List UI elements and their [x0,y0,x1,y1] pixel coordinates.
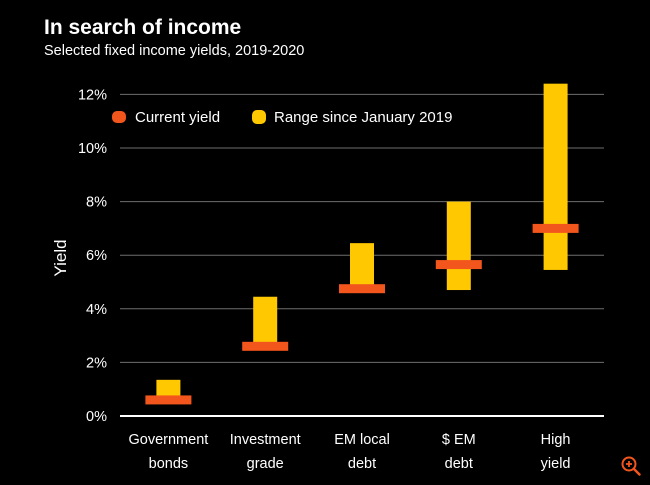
x-category-label: Investment [230,432,301,448]
y-axis-label: Yield [51,239,70,276]
x-category-label: EM local [334,432,390,448]
x-category-label: Government [129,432,209,448]
x-category-label: debt [445,456,473,472]
gridlines [120,93,604,363]
x-category-label: $ EM [442,432,476,448]
y-tick-labels: 0% 2% 4% 6% 8% 10% 12% [78,87,107,425]
legend-label-current: Current yield [135,109,220,126]
range-bar [253,296,278,351]
y-tick-label: 0% [86,409,107,425]
y-tick-label: 6% [86,248,107,264]
range-bar [350,243,374,289]
y-tick-label: 12% [78,87,107,103]
current-yield-marker [339,284,385,294]
y-tick-label: 8% [86,195,107,211]
current-yield-marker [532,223,579,233]
legend-swatch-current [112,111,126,123]
x-category-label: grade [247,456,284,472]
zoom-in-icon[interactable] [620,455,642,477]
chart-subtitle: Selected fixed income yields, 2019-2020 [44,43,305,59]
legend: Current yield Range since January 2019 [112,109,452,126]
current-yield-markers [145,223,579,405]
x-category-label: High [541,432,571,448]
x-category-labels: Government bonds Investment grade EM local de… [129,432,571,472]
x-category-label: bonds [149,456,189,472]
current-yield-marker [435,260,482,270]
current-yield-marker [242,341,289,351]
x-category-label: debt [348,456,376,472]
range-bar [543,83,568,270]
y-tick-label: 4% [86,302,107,318]
x-category-label: yield [541,456,571,472]
y-tick-label: 2% [86,355,107,371]
chart-title: In search of income [44,16,242,39]
current-yield-marker [145,395,192,405]
range-bar [446,201,471,291]
y-tick-label: 10% [78,141,107,157]
legend-swatch-range [252,110,266,124]
range-bars [156,83,568,404]
legend-label-range: Range since January 2019 [274,109,452,126]
